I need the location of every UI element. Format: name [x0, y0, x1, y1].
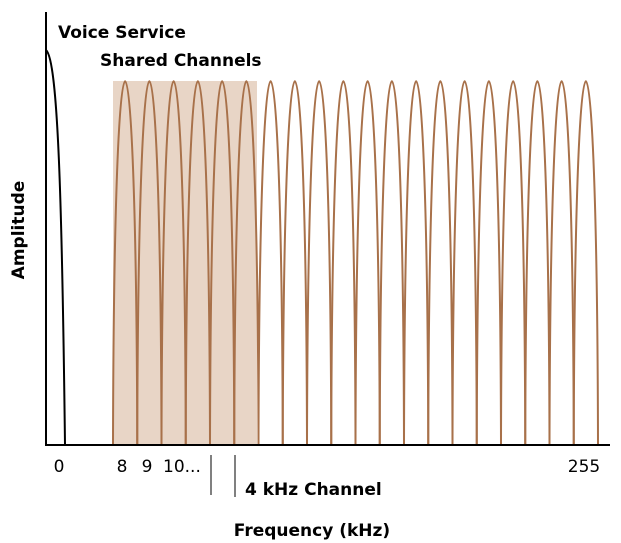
x-axis-label: Frequency (kHz): [234, 521, 390, 541]
channel-humps: [112, 80, 599, 446]
channel-hump: [306, 80, 333, 446]
channel-hump: [403, 80, 430, 446]
channel-hump: [451, 80, 478, 446]
channel-label: 4 kHz Channel: [245, 480, 382, 500]
x-label: 0: [54, 457, 65, 477]
channel-hump: [160, 80, 187, 446]
channel-hump: [233, 80, 260, 446]
voice-label: Voice Service: [58, 23, 186, 43]
x-label: 9: [142, 457, 153, 477]
channel-hump: [500, 80, 527, 446]
x-label: 10...: [163, 457, 201, 477]
channel-hump: [572, 80, 599, 446]
y-axis-label: Amplitude: [9, 181, 29, 280]
channel-hump: [136, 80, 163, 446]
channel-hump: [548, 80, 575, 446]
channel-hump: [257, 80, 284, 446]
channel-hump: [378, 80, 405, 446]
channel-hump: [427, 80, 454, 446]
shared-label: Shared Channels: [100, 51, 262, 71]
channel-hump: [524, 80, 551, 446]
channel-hump: [112, 80, 139, 446]
channel-hump: [184, 80, 211, 446]
channel-hump: [475, 80, 502, 446]
x-label: 255: [568, 457, 600, 477]
x-label: 8: [117, 457, 128, 477]
voice-curve: [45, 49, 66, 446]
channel-hump: [354, 80, 381, 446]
channel-hump: [209, 80, 236, 446]
channel-hump: [330, 80, 357, 446]
channel-hump: [281, 80, 308, 446]
